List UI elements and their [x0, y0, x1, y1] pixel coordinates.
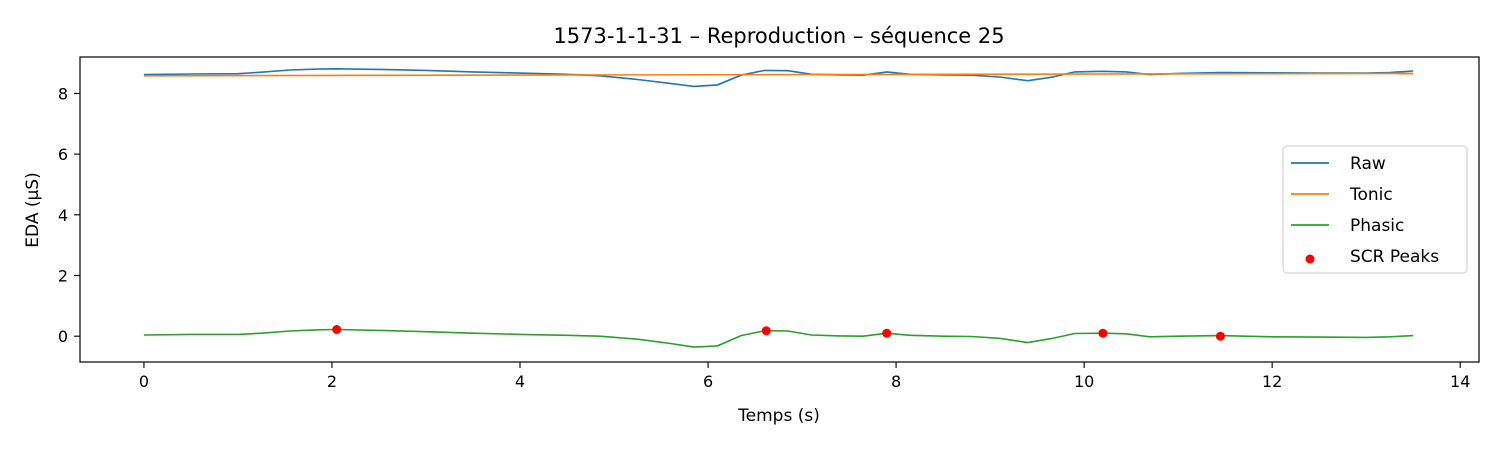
- series-line-phasic: [143, 328, 1414, 348]
- plot-frame: [79, 56, 1480, 363]
- y-axis-label: EDA (µS): [23, 172, 43, 247]
- x-axis-label: Temps (s): [737, 406, 820, 426]
- scr-peak-point: [332, 325, 342, 334]
- legend-label-raw: Raw: [1350, 154, 1386, 174]
- y-tick-label: 0: [58, 327, 68, 346]
- x-tick-label: 4: [515, 372, 525, 391]
- x-tick-label: 12: [1262, 372, 1282, 391]
- y-tick-label: 8: [58, 84, 68, 103]
- scr-peak-point: [1215, 331, 1225, 341]
- x-tick-label: 10: [1074, 372, 1094, 391]
- legend-swatch-scr-peaks: [1305, 254, 1315, 264]
- legend-label-phasic: Phasic: [1350, 216, 1404, 236]
- legend: Raw Tonic Phasic SCR Peaks: [1282, 145, 1468, 274]
- plot-series-group: [143, 67, 1414, 348]
- y-tick-label: 6: [58, 145, 68, 164]
- scr-peak-point: [1098, 328, 1108, 338]
- y-axis: 0 2 4 6 8: [58, 84, 80, 346]
- legend-label-scr-peaks: SCR Peaks: [1350, 247, 1439, 267]
- x-axis: 0 2 4 6 8 10 12 14: [139, 362, 1470, 391]
- chart-title: 1573-1-1-31 – Reproduction – séquence 25: [553, 24, 1004, 48]
- legend-box: [1282, 145, 1468, 274]
- series-line-tonic: [143, 72, 1414, 77]
- x-tick-label: 2: [327, 372, 337, 391]
- legend-label-tonic: Tonic: [1349, 185, 1393, 205]
- scr-peak-point: [882, 328, 892, 338]
- x-tick-label: 8: [891, 372, 901, 391]
- x-tick-label: 0: [139, 372, 149, 391]
- x-tick-label: 6: [703, 372, 713, 391]
- y-tick-label: 2: [58, 267, 68, 286]
- scr-peak-point: [761, 326, 771, 336]
- y-tick-label: 4: [58, 206, 68, 225]
- x-tick-label: 14: [1450, 372, 1470, 391]
